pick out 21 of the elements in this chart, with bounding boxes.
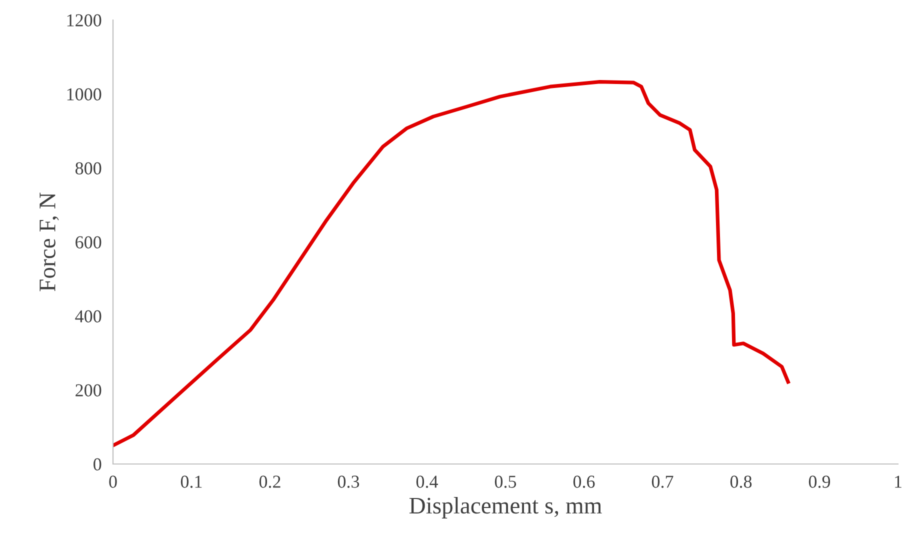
x-tick-label: 0.3 [338,476,360,488]
y-tick-label: 1200 [67,14,102,26]
x-tick-label: 1 [895,476,902,488]
x-tick-label: 0.2 [259,476,280,488]
x-tick-label: 0.7 [652,476,674,488]
x-axis-title: Displacement s, mm [409,497,602,518]
y-tick-label: 400 [75,310,102,322]
x-tick-label: 0.5 [494,476,516,488]
x-tick-label: 0.6 [573,476,595,488]
x-tick-label: 0.4 [416,476,438,488]
y-axis-title: Force F, N [40,192,59,292]
y-tick-label: 600 [76,236,102,248]
x-tick-label: 0.1 [180,476,202,488]
y-tick-label: 200 [76,384,102,396]
x-tick-label: 0 [109,476,117,488]
y-tick-label: 1000 [67,88,102,100]
line-series [113,80,790,448]
x-tick-label: 0.8 [730,476,752,488]
y-tick-label: 0 [94,458,102,470]
y-tick-label: 800 [75,162,102,174]
x-tick-label: 0.9 [808,476,830,488]
